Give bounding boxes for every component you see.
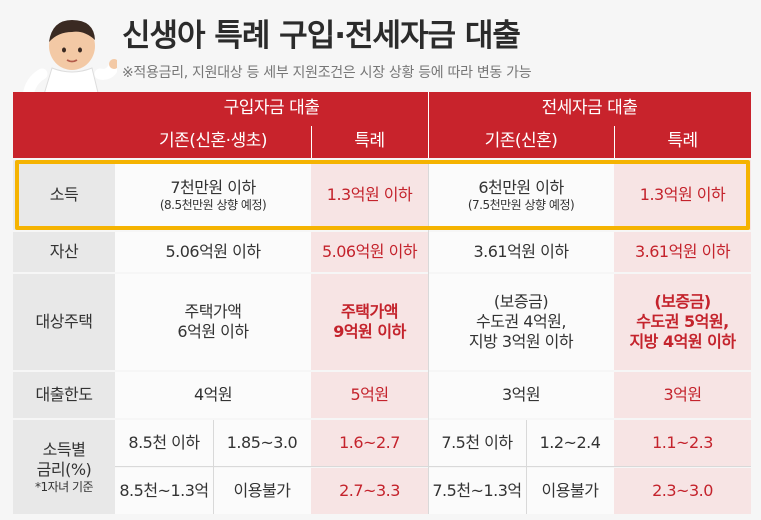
rate-purchase-special-2: 2.7~3.3 — [311, 468, 428, 514]
assets-purchase-existing: 5.06억원 이하 — [115, 232, 311, 272]
limit-lease-special: 3억원 — [614, 372, 751, 418]
rate-label-line1: 소득별 — [42, 439, 86, 459]
header-lease: 전세자금 대출 — [428, 92, 751, 126]
housing-purchase-special-line2: 9억원 이하 — [333, 322, 406, 341]
rate-purchase-income-1: 8.5천 이하 — [115, 420, 213, 466]
row-label-income: 소득 — [13, 160, 115, 230]
row-label-rate: 소득별 금리(%) *1자녀 기준 — [13, 420, 115, 514]
income-lease-existing-note: (7.5천만원 상향 예정) — [467, 197, 575, 212]
rate-lease-rate-1: 1.2~2.4 — [526, 420, 614, 466]
housing-lease-existing-line3: 지방 3억원 이하 — [468, 332, 574, 351]
page-title: 신생아 특례 구입·전세자금 대출 — [122, 18, 521, 54]
housing-lease-existing-line2: 수도권 4억원, — [476, 312, 566, 331]
assets-lease-special: 3.61억원 이하 — [614, 232, 751, 272]
income-purchase-existing-value: 7천만원 이하 — [170, 177, 256, 197]
grid-divider — [428, 92, 429, 158]
limit-purchase-existing: 4억원 — [115, 372, 311, 418]
row-label-housing: 대상주택 — [13, 274, 115, 370]
income-purchase-existing: 7천만원 이하 (8.5천만원 상향 예정) — [115, 160, 311, 230]
assets-purchase-special: 5.06억원 이하 — [311, 232, 428, 272]
rate-lease-special-2: 2.3~3.0 — [614, 468, 751, 514]
rate-label-note: *1자녀 기준 — [34, 479, 94, 494]
rate-lease-income-1: 7.5천 이하 — [428, 420, 526, 466]
rate-lease-special-1: 1.1~2.3 — [614, 420, 751, 466]
header-blank — [13, 92, 115, 158]
rate-lease-income-2: 7.5천~1.3억 — [428, 468, 526, 514]
header-lease-existing: 기존(신혼) — [428, 126, 614, 158]
rate-purchase-rate-2: 이용불가 — [213, 468, 311, 514]
housing-lease-special-line3: 지방 4억원 이하 — [629, 332, 736, 351]
housing-purchase-existing-line1: 주택가액 — [184, 302, 242, 321]
header-purchase-special: 특례 — [311, 126, 428, 158]
rate-lease-rate-2: 이용불가 — [526, 468, 614, 514]
housing-purchase-special-line1: 주택가액 — [341, 302, 398, 321]
housing-purchase-special: 주택가액 9억원 이하 — [311, 274, 428, 370]
rate-purchase-rate-1: 1.85~3.0 — [213, 420, 311, 466]
grid-divider — [213, 420, 214, 514]
income-purchase-existing-note: (8.5천만원 상향 예정) — [159, 197, 267, 212]
grid-divider — [311, 126, 312, 158]
housing-purchase-existing: 주택가액 6억원 이하 — [115, 274, 311, 370]
housing-lease-existing: (보증금) 수도권 4억원, 지방 3억원 이하 — [428, 274, 614, 370]
grid-divider — [526, 420, 527, 514]
row-label-assets: 자산 — [13, 232, 115, 272]
limit-purchase-special: 5억원 — [311, 372, 428, 418]
housing-lease-existing-line1: (보증금) — [493, 292, 549, 311]
rate-purchase-special-1: 1.6~2.7 — [311, 420, 428, 466]
housing-lease-special: (보증금) 수도권 5억원, 지방 4억원 이하 — [614, 274, 751, 370]
income-lease-existing-value: 6천만원 이하 — [478, 177, 564, 197]
grid-divider — [115, 466, 751, 467]
housing-lease-special-line1: (보증금) — [654, 292, 711, 311]
housing-lease-special-line2: 수도권 5억원, — [636, 312, 729, 331]
header-lease-special: 특례 — [614, 126, 751, 158]
limit-lease-existing: 3억원 — [428, 372, 614, 418]
housing-purchase-existing-line2: 6억원 이하 — [177, 322, 249, 341]
row-label-limit: 대출한도 — [13, 372, 115, 418]
income-purchase-special: 1.3억원 이하 — [311, 160, 428, 230]
grid-divider — [13, 444, 751, 445]
income-lease-existing: 6천만원 이하 (7.5천만원 상향 예정) — [428, 160, 614, 230]
loan-comparison-table: 구입자금 대출 전세자금 대출 기존(신혼·생초) 특례 기존(신혼) 특례 소… — [13, 92, 751, 514]
assets-lease-existing: 3.61억원 이하 — [428, 232, 614, 272]
grid-divider — [614, 126, 615, 158]
rate-purchase-income-2: 8.5천~1.3억 — [115, 468, 213, 514]
header-purchase: 구입자금 대출 — [115, 92, 428, 126]
rate-label-line2: 금리(%) — [36, 459, 92, 479]
page-subtitle: ※적용금리, 지원대상 등 세부 지원조건은 시장 상황 등에 따라 변동 가능 — [122, 65, 532, 81]
grid-divider — [428, 160, 429, 514]
header-purchase-existing: 기존(신혼·생초) — [115, 126, 311, 158]
income-lease-special: 1.3억원 이하 — [614, 160, 751, 230]
